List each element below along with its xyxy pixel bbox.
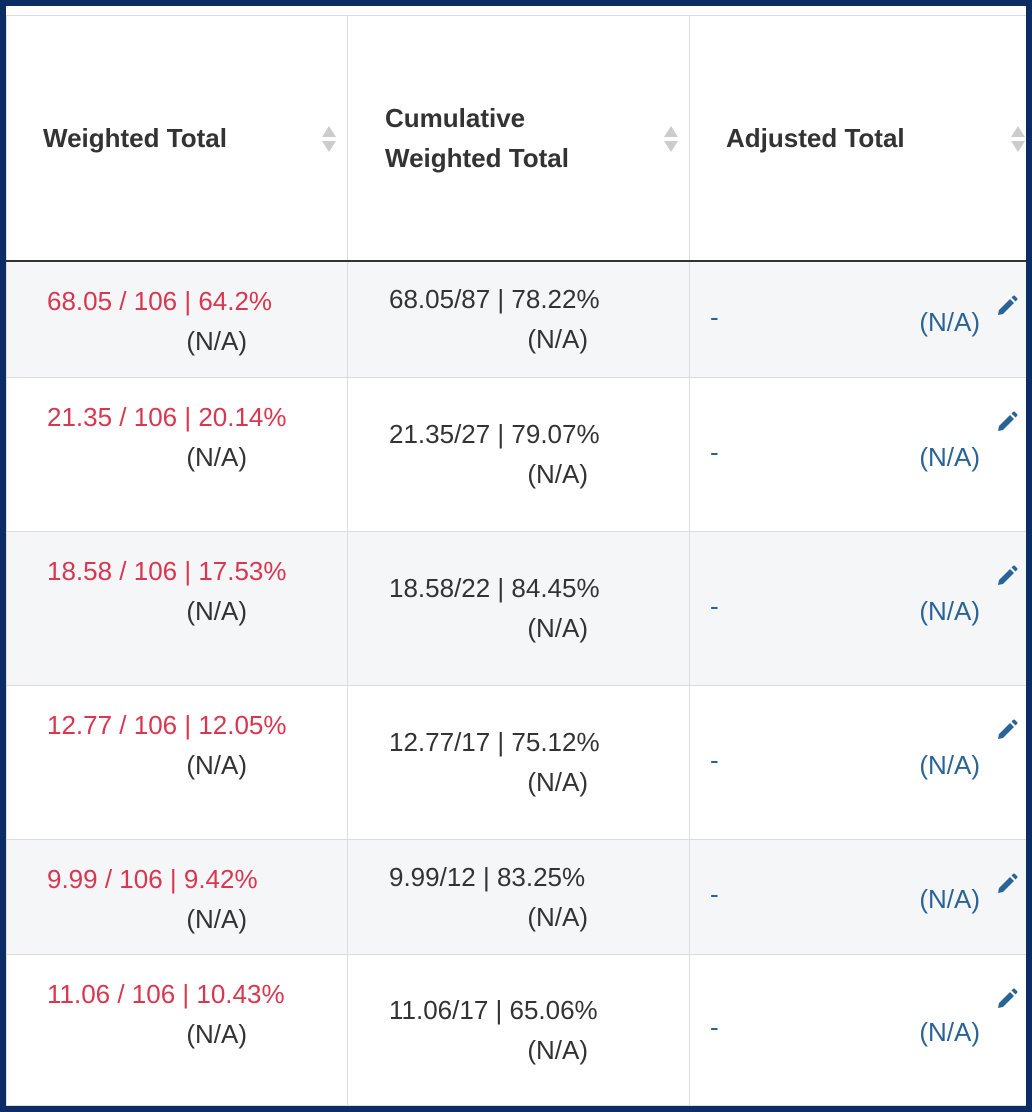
edit-button[interactable]: [996, 404, 1018, 444]
weighted-cell: 9.99 / 106 | 9.42% (N/A): [6, 839, 348, 955]
adjusted-cell: - (N/A): [689, 531, 1026, 686]
table-body: 68.05 / 106 | 64.2% (N/A) 68.05/87 | 78.22…: [6, 261, 1026, 1106]
cumulative-note: (N/A): [527, 901, 588, 932]
cumulative-cell: 11.06/17 | 65.06% (N/A): [347, 954, 690, 1106]
cumulative-cell: 18.58/22 | 84.45% (N/A): [347, 531, 690, 686]
column-header[interactable]: Weighted Total: [6, 15, 348, 262]
adjusted-note: (N/A): [919, 595, 980, 626]
weighted-cell: 11.06 / 106 | 10.43% (N/A): [6, 954, 348, 1106]
adjusted-value: -: [710, 1012, 719, 1042]
grades-table: Weighted Total Cumulative Weighted Total A…: [6, 15, 1026, 1106]
cumulative-note: (N/A): [527, 459, 588, 489]
cumulative-cell: 68.05/87 | 78.22% (N/A): [347, 261, 690, 378]
adjusted-cell: - (N/A): [689, 685, 1026, 840]
header-label: Weighted Total: [43, 123, 227, 153]
adjusted-value: -: [710, 744, 719, 775]
adjusted-note: (N/A): [919, 884, 980, 914]
weighted-value: 68.05 / 106 | 64.2%: [47, 286, 273, 316]
cumulative-value: 68.05/87 | 78.22%: [389, 284, 600, 315]
column-header[interactable]: Adjusted Total: [689, 15, 1026, 262]
weighted-note: (N/A): [186, 749, 247, 780]
weighted-note: (N/A): [186, 1018, 247, 1049]
edit-icon[interactable]: [996, 295, 1018, 317]
cumulative-note: (N/A): [527, 324, 588, 355]
weighted-value: 18.58 / 106 | 17.53%: [47, 555, 287, 586]
edit-icon[interactable]: [996, 988, 1018, 1010]
cumulative-note: (N/A): [527, 613, 588, 643]
sort-icon[interactable]: [321, 124, 337, 154]
cumulative-cell: 12.77/17 | 75.12% (N/A): [347, 685, 690, 840]
sort-icon[interactable]: [663, 124, 679, 154]
cumulative-note: (N/A): [527, 767, 588, 797]
table-row: 9.99 / 106 | 9.42% (N/A) 9.99/12 | 83.25% (…: [6, 839, 1026, 955]
adjusted-cell: - (N/A): [689, 377, 1026, 532]
table-row: 18.58 / 106 | 17.53% (N/A) 18.58/22 | 84.4…: [6, 531, 1026, 686]
weighted-note: (N/A): [186, 903, 247, 934]
weighted-note: (N/A): [186, 326, 247, 356]
cumulative-cell: 21.35/27 | 79.07% (N/A): [347, 377, 690, 532]
edit-button[interactable]: [996, 866, 1018, 906]
weighted-note: (N/A): [186, 441, 247, 472]
sort-control[interactable]: [1010, 124, 1026, 165]
header-label: Adjusted Total: [726, 123, 905, 153]
weighted-value: 11.06 / 106 | 10.43%: [47, 978, 285, 1009]
adjusted-cell: - (N/A): [689, 261, 1026, 378]
sort-icon[interactable]: [1010, 124, 1026, 154]
weighted-cell: 12.77 / 106 | 12.05% (N/A): [6, 685, 348, 840]
adjusted-note: (N/A): [919, 441, 980, 472]
header-label: Cumulative Weighted Total: [385, 103, 569, 173]
adjusted-value: -: [710, 590, 719, 621]
weighted-note: (N/A): [186, 595, 247, 626]
column-header[interactable]: Cumulative Weighted Total: [347, 15, 690, 262]
edit-icon[interactable]: [996, 873, 1018, 895]
table-row: 68.05 / 106 | 64.2% (N/A) 68.05/87 | 78.22…: [6, 261, 1026, 378]
edit-button[interactable]: [996, 288, 1018, 328]
adjusted-cell: - (N/A): [689, 954, 1026, 1106]
cumulative-note: (N/A): [527, 1034, 588, 1065]
edit-icon[interactable]: [996, 565, 1018, 587]
weighted-cell: 68.05 / 106 | 64.2% (N/A): [6, 261, 348, 378]
weighted-value: 9.99 / 106 | 9.42%: [47, 863, 258, 894]
sort-control[interactable]: [663, 124, 679, 165]
table-row: 11.06 / 106 | 10.43% (N/A) 11.06/17 | 65.0…: [6, 954, 1026, 1106]
cumulative-value: 12.77/17 | 75.12%: [389, 727, 600, 757]
edit-icon[interactable]: [996, 411, 1018, 433]
cumulative-cell: 9.99/12 | 83.25% (N/A): [347, 839, 690, 955]
adjusted-value: -: [710, 436, 719, 467]
table-row: 21.35 / 106 | 20.14% (N/A) 21.35/27 | 79.0…: [6, 377, 1026, 532]
sort-control[interactable]: [321, 124, 337, 165]
cumulative-value: 9.99/12 | 83.25%: [389, 861, 586, 892]
adjusted-note: (N/A): [919, 307, 980, 337]
cumulative-value: 11.06/17 | 65.06%: [389, 994, 598, 1025]
edit-button[interactable]: [996, 981, 1018, 1021]
edit-button[interactable]: [996, 558, 1018, 598]
weighted-cell: 18.58 / 106 | 17.53% (N/A): [6, 531, 348, 686]
adjusted-value: -: [710, 302, 719, 332]
cumulative-value: 21.35/27 | 79.07%: [389, 419, 600, 449]
edit-button[interactable]: [996, 712, 1018, 752]
edit-icon[interactable]: [996, 719, 1018, 741]
table-row: 12.77 / 106 | 12.05% (N/A) 12.77/17 | 75.1…: [6, 685, 1026, 840]
adjusted-note: (N/A): [919, 1017, 980, 1047]
weighted-value: 21.35 / 106 | 20.14%: [47, 401, 287, 432]
weighted-value: 12.77 / 106 | 12.05%: [47, 709, 287, 740]
header-row: Weighted Total Cumulative Weighted Total A…: [6, 15, 1026, 262]
cumulative-value: 18.58/22 | 84.45%: [389, 573, 600, 603]
adjusted-note: (N/A): [919, 749, 980, 780]
weighted-cell: 21.35 / 106 | 20.14% (N/A): [6, 377, 348, 532]
adjusted-value: -: [710, 879, 719, 909]
adjusted-cell: - (N/A): [689, 839, 1026, 955]
